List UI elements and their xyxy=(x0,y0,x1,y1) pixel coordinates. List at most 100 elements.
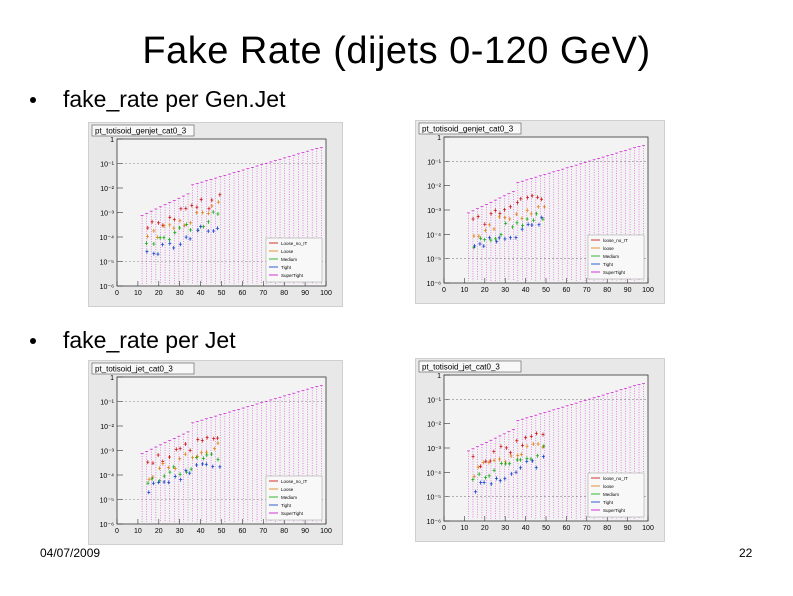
plot-x-tick: 10 xyxy=(461,287,469,294)
plot-image: pt_totisoid_genjet_cat0_31 10⁻¹ 10⁻² 10⁻³ 10… xyxy=(91,124,332,297)
plot-legend-entry: Medium xyxy=(281,495,297,500)
plot-y-tick: 10⁻⁶ xyxy=(100,284,114,291)
plot-x-tick: 60 xyxy=(563,287,571,294)
plot-y-tick: 10⁻³ xyxy=(100,449,114,456)
plot-title: pt_totisoid_jet_cat0_3 xyxy=(422,363,500,372)
plot-y-tick: 10⁻¹ xyxy=(427,159,441,166)
plot-x-tick: 70 xyxy=(583,525,591,532)
plot-y-tick: 10⁻⁴ xyxy=(100,473,115,480)
plot-y-tick: 10⁻⁵ xyxy=(427,495,441,502)
plot-genjet-right: pt_totisoid_genjet_cat0_3 1 10⁻¹ 10⁻² 10⁻³ 10… xyxy=(415,120,665,304)
plot-y-tick: 10⁻⁴ xyxy=(427,232,442,239)
plot-legend-entry: Tight xyxy=(281,503,292,508)
plot-legend-entry: loose_no_IT xyxy=(603,238,628,243)
plot-legend-entry: SuperTight xyxy=(603,270,626,275)
slide-title: Fake Rate (dijets 0-120 GeV) xyxy=(142,30,651,72)
bullet-jet: fake_rate per Jet xyxy=(30,327,236,354)
plot-image: pt_totisoid_genjet_cat0_31 10⁻¹ 10⁻² 10⁻³ 10… xyxy=(418,122,654,294)
plot-x-tick: 50 xyxy=(542,525,550,532)
plot-image: pt_totisoid_jet_cat0_31 10⁻¹ 10⁻² 10⁻³ 10⁻⁴ 1… xyxy=(418,360,654,532)
plot-x-tick: 40 xyxy=(197,290,205,297)
plot-x-tick: 50 xyxy=(218,528,226,535)
plot-x-tick: 20 xyxy=(155,528,163,535)
plot-x-tick: 90 xyxy=(301,528,309,535)
plot-y-tick: 10⁻² xyxy=(427,422,441,429)
plot-x-tick: 20 xyxy=(155,290,163,297)
plot-x-tick: 90 xyxy=(624,525,632,532)
plot-y-tick: 10⁻³ xyxy=(427,208,441,215)
bullet-jet-text: fake_rate per Jet xyxy=(63,327,236,353)
plot-legend-entry: SuperTight xyxy=(281,273,304,278)
plot-x-tick: 100 xyxy=(642,287,654,294)
plot-title: pt_totisoid_genjet_cat0_3 xyxy=(95,127,187,136)
plot-x-tick: 50 xyxy=(218,290,226,297)
plot-x-tick: 0 xyxy=(442,525,446,532)
plot-legend-entry: Medium xyxy=(603,254,619,259)
plot-x-tick: 70 xyxy=(259,290,267,297)
plot-y-tick: 10⁻³ xyxy=(100,211,114,218)
plot-x-tick: 60 xyxy=(239,290,247,297)
plot-legend-entry: loose xyxy=(603,484,614,489)
bullet-genjet: fake_rate per Gen.Jet xyxy=(30,86,285,113)
plot-x-tick: 70 xyxy=(259,528,267,535)
plot-genjet-left: pt_totisoid_genjet_cat0_3 1 10⁻¹ 10⁻² 10⁻³ 10… xyxy=(88,122,343,307)
bullet-genjet-text: fake_rate per Gen.Jet xyxy=(63,86,286,112)
plot-x-tick: 0 xyxy=(442,287,446,294)
plot-y-tick: 1 xyxy=(110,137,114,144)
plot-jet-left: pt_totisoid_jet_cat0_3 1 10⁻¹ 10⁻² 10⁻³ 10⁻⁴ 1… xyxy=(88,360,343,545)
plot-x-tick: 100 xyxy=(320,290,332,297)
plot-y-tick: 10⁻⁵ xyxy=(100,498,114,505)
bullet-dot-icon xyxy=(30,96,36,103)
plot-y-tick: 10⁻¹ xyxy=(100,162,114,169)
plot-x-tick: 100 xyxy=(320,528,332,535)
plot-legend-entry: loose_no_IT xyxy=(603,476,628,481)
plot-legend-entry: Loose_no_IT xyxy=(281,241,308,246)
plot-legend-entry: Medium xyxy=(281,257,297,262)
plot-x-tick: 20 xyxy=(481,525,489,532)
footer-date: 04/07/2009 xyxy=(40,546,101,560)
plot-x-tick: 40 xyxy=(522,525,530,532)
plot-y-tick: 10⁻⁶ xyxy=(100,522,114,529)
plot-y-tick: 10⁻⁶ xyxy=(427,519,441,526)
plot-legend-entry: Tight xyxy=(603,500,614,505)
plot-y-tick: 1 xyxy=(110,375,114,382)
plot-x-tick: 60 xyxy=(563,525,571,532)
plot-x-tick: 30 xyxy=(501,525,509,532)
plot-x-tick: 0 xyxy=(115,528,119,535)
plot-x-tick: 10 xyxy=(134,528,142,535)
plot-x-tick: 80 xyxy=(280,528,288,535)
plot-x-tick: 30 xyxy=(176,528,184,535)
bullet-dot-icon xyxy=(30,337,36,344)
plot-x-tick: 30 xyxy=(501,287,509,294)
plot-x-tick: 50 xyxy=(542,287,550,294)
plot-y-tick: 10⁻⁵ xyxy=(427,257,441,264)
plot-x-tick: 60 xyxy=(239,528,247,535)
plot-x-tick: 90 xyxy=(624,287,632,294)
plot-x-tick: 40 xyxy=(522,287,530,294)
plot-image: pt_totisoid_jet_cat0_31 10⁻¹ 10⁻² 10⁻³ 10⁻⁴ 1… xyxy=(91,362,332,535)
plot-x-tick: 40 xyxy=(197,528,205,535)
plot-x-tick: 90 xyxy=(301,290,309,297)
plot-title: pt_totisoid_genjet_cat0_3 xyxy=(422,125,514,134)
plot-x-tick: 10 xyxy=(134,290,142,297)
plot-y-tick: 1 xyxy=(437,373,441,380)
plot-y-tick: 10⁻¹ xyxy=(100,400,114,407)
plot-x-tick: 20 xyxy=(481,287,489,294)
footer-page-number: 22 xyxy=(739,546,753,560)
plot-legend-entry: SuperTight xyxy=(281,511,304,516)
plot-y-tick: 10⁻⁴ xyxy=(100,235,115,242)
plot-legend-entry: Loose xyxy=(281,249,294,254)
plot-legend-entry: SuperTight xyxy=(603,508,626,513)
plot-jet-right: pt_totisoid_jet_cat0_3 1 10⁻¹ 10⁻² 10⁻³ 10⁻⁴ 1… xyxy=(415,358,665,542)
plot-x-tick: 70 xyxy=(583,287,591,294)
plot-legend-entry: Medium xyxy=(603,492,619,497)
plot-x-tick: 80 xyxy=(603,287,611,294)
plot-y-tick: 10⁻³ xyxy=(427,446,441,453)
plot-legend-entry: Tight xyxy=(281,265,292,270)
plot-y-tick: 10⁻² xyxy=(100,186,114,193)
plot-y-tick: 10⁻² xyxy=(427,184,441,191)
plot-x-tick: 0 xyxy=(115,290,119,297)
plot-legend-entry: Loose_no_IT xyxy=(281,479,308,484)
plot-x-tick: 30 xyxy=(176,290,184,297)
plot-legend-entry: Loose xyxy=(281,487,294,492)
